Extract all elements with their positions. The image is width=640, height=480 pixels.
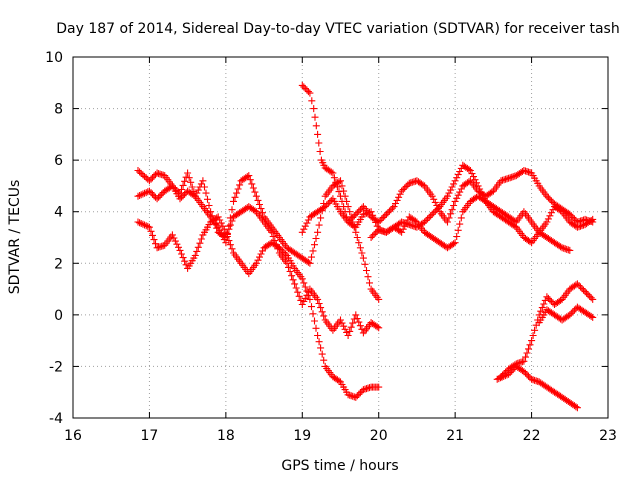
- series-markers: [367, 192, 597, 252]
- x-tick-label: 21: [446, 428, 464, 444]
- grid: [73, 57, 608, 418]
- y-tick-label: 2: [54, 256, 63, 272]
- series-markers: [134, 213, 383, 401]
- y-tick-label: 0: [54, 308, 63, 324]
- series-markers: [298, 81, 574, 254]
- plot-frame: [72, 56, 609, 419]
- y-tick-label: 8: [54, 102, 63, 118]
- y-axis-label: SDTVAR / TECUs: [7, 180, 23, 295]
- series-sat-d: [298, 81, 574, 254]
- x-tick-label: 16: [64, 428, 82, 444]
- axis-ticks: 16 17 18 19 20 21 22 23 -4 -2 0 2 4 6 8 10: [45, 50, 617, 444]
- series-sat-h: [497, 280, 597, 381]
- x-tick-label: 18: [217, 428, 235, 444]
- x-tick-label: 17: [141, 428, 159, 444]
- y-tick-label: -2: [49, 359, 63, 375]
- y-tick-label: 4: [54, 205, 63, 221]
- series-sat-f: [367, 192, 597, 252]
- x-tick-label: 22: [523, 428, 541, 444]
- y-tick-label: -4: [49, 411, 63, 427]
- x-axis-label: GPS time / hours: [281, 458, 398, 474]
- y-tick-label: 6: [54, 153, 63, 169]
- series-sat-a: [134, 167, 383, 339]
- series-sat-b: [134, 213, 383, 401]
- x-tick-label: 19: [293, 428, 311, 444]
- x-tick-label: 23: [599, 428, 617, 444]
- x-tick-label: 20: [370, 428, 388, 444]
- series-sat-i: [535, 303, 597, 327]
- series-markers: [134, 167, 383, 339]
- series-markers: [535, 303, 597, 327]
- y-tick-label: 10: [45, 50, 63, 66]
- data-marks: [134, 81, 597, 412]
- chart-title: Day 187 of 2014, Sidereal Day-to-day VTE…: [56, 21, 619, 37]
- series-markers: [497, 280, 597, 381]
